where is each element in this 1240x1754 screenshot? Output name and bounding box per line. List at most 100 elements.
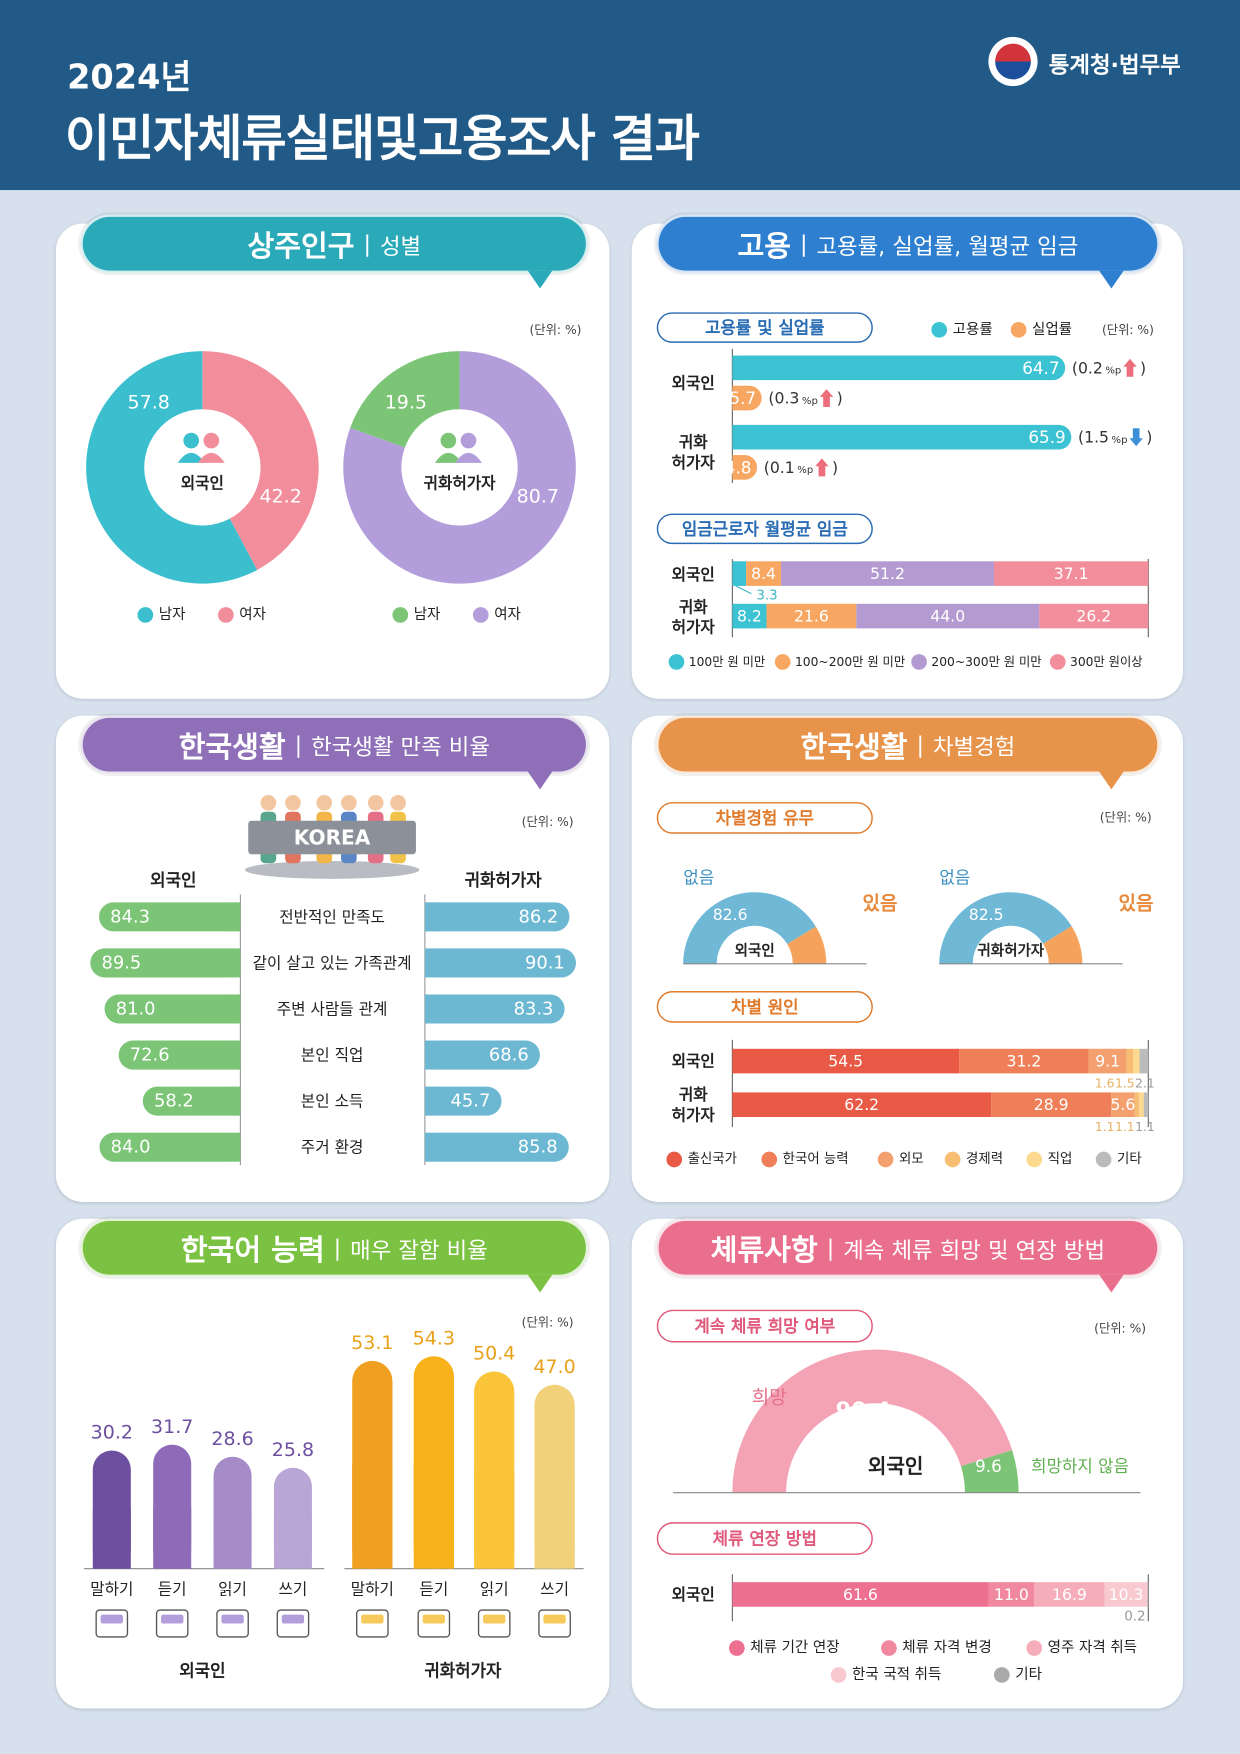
banner-title: 고용 (737, 229, 792, 264)
change-label: ) (837, 389, 843, 408)
category-label: 주변 사람들 관계 (277, 999, 388, 1018)
korea-sign (248, 820, 416, 855)
bar (273, 1518, 312, 1569)
separator: | (826, 1234, 835, 1262)
donut-slice (343, 351, 576, 584)
data-label: 37.1 (1054, 564, 1089, 583)
section-label: 임금근로자 월평균 임금 (682, 519, 848, 539)
page-title: 이민자체류실태및고용조사 결과 (64, 110, 700, 168)
bar (732, 455, 746, 480)
category-label: 같이 살고 있는 가족관계 (253, 953, 412, 972)
speech-bubble-icon (356, 1609, 389, 1638)
section-label-pill (656, 802, 873, 834)
legend-swatch (666, 1151, 683, 1168)
legend-swatch (1010, 322, 1027, 338)
data-label: 26.2 (1076, 607, 1111, 626)
column-header: 귀화허가자 (465, 870, 543, 890)
separator: | (294, 731, 303, 759)
legend-label: 한국 국적 취득 (852, 1666, 941, 1683)
bar (226, 1086, 241, 1116)
banner-korean: 한국어 능력 | 매우 잘함 비율 (80, 1218, 589, 1277)
data-label: 84.0 (111, 1137, 151, 1158)
half-donut-label: 귀화허가자 (977, 943, 1044, 960)
bar (413, 1462, 454, 1569)
banner-tail (1099, 270, 1124, 289)
category-label: 읽기 (480, 1579, 509, 1598)
legend-label: 100만 원 미만 (689, 655, 765, 669)
bar-segment (991, 1092, 1112, 1118)
book-icon (216, 1609, 249, 1638)
bar-segment (1133, 1048, 1140, 1074)
data-label: 80.7 (517, 485, 559, 507)
legend-label: 실업률 (1032, 321, 1072, 338)
bar (424, 994, 439, 1024)
people-icon (455, 452, 482, 463)
banner-title: 한국생활 (800, 730, 908, 765)
change-unit: %p (1112, 435, 1128, 446)
data-label: 8.2 (737, 607, 762, 626)
bar (424, 902, 570, 932)
bar (213, 1512, 252, 1569)
person-icon (285, 794, 301, 811)
speech-bubble-icon (100, 1614, 123, 1624)
bar (732, 355, 1066, 381)
bar-segment (732, 561, 747, 586)
category-label: 귀화 (679, 1085, 708, 1104)
legend-label: 기타 (1015, 1666, 1042, 1683)
speech-bubble-icon (361, 1614, 384, 1624)
data-label: 81.0 (116, 998, 156, 1019)
legend-label: 체류 자격 변경 (902, 1639, 991, 1656)
change-label: (0.2 (1072, 358, 1103, 377)
banner-subtitle: 계속 체류 희망 및 연장 방법 (843, 1236, 1106, 1263)
bar (352, 1464, 393, 1569)
bar (226, 902, 241, 932)
data-label: 54.5 (828, 1052, 863, 1071)
data-label: 1.5 (1115, 1076, 1135, 1090)
bar (104, 994, 241, 1024)
panel-korean (55, 1218, 610, 1709)
legend-swatch (1049, 654, 1066, 670)
category-label: 허가자 (672, 453, 716, 472)
bar (732, 424, 746, 450)
bar-segment (766, 603, 857, 629)
change-label: ) (1140, 358, 1146, 377)
data-label: 47.0 (533, 1356, 575, 1378)
bar (90, 948, 241, 978)
legend-label: 한국어 능력 (783, 1151, 849, 1167)
data-label: 68.6 (489, 1045, 529, 1066)
bar-segment (1139, 1092, 1144, 1118)
data-label: 16.9 (1052, 1585, 1087, 1604)
notepad-pencil-icon (276, 1609, 310, 1638)
people-icon (434, 452, 462, 463)
bar-segment (732, 1092, 992, 1118)
legend-swatch (944, 1151, 961, 1168)
section-label: 계속 체류 희망 여부 (694, 1316, 835, 1336)
people-icon (203, 432, 220, 449)
bar (424, 1040, 540, 1070)
legend-swatch (668, 654, 685, 670)
category-label: 외국인 (672, 565, 715, 584)
section-label: 체류 연장 방법 (713, 1529, 817, 1549)
bar-segment (1143, 1092, 1149, 1118)
banner-tail (1099, 1274, 1124, 1293)
banner-title: 체류사항 (710, 1233, 818, 1268)
change-label: ) (832, 458, 838, 477)
notepad-pencil-icon (281, 1614, 305, 1624)
bar (732, 424, 1072, 450)
banner-subtitle: 성별 (379, 232, 422, 259)
half-donut-slice (960, 1450, 1019, 1493)
data-label: 31.7 (151, 1416, 193, 1438)
legend-label: 200~300만 원 미만 (931, 655, 1041, 669)
legend-swatch (1026, 1640, 1043, 1656)
bar (226, 1040, 241, 1070)
data-label: 45.7 (451, 1091, 491, 1112)
bar (226, 1132, 241, 1162)
slice-name: 희망 (752, 1387, 787, 1409)
government-logo-icon (988, 36, 1038, 87)
data-label: 85.8 (518, 1137, 558, 1158)
data-label: 86.2 (518, 906, 558, 927)
data-label: 28.6 (211, 1428, 253, 1450)
data-label: 1.1 (1115, 1120, 1135, 1134)
separator: | (363, 230, 372, 258)
